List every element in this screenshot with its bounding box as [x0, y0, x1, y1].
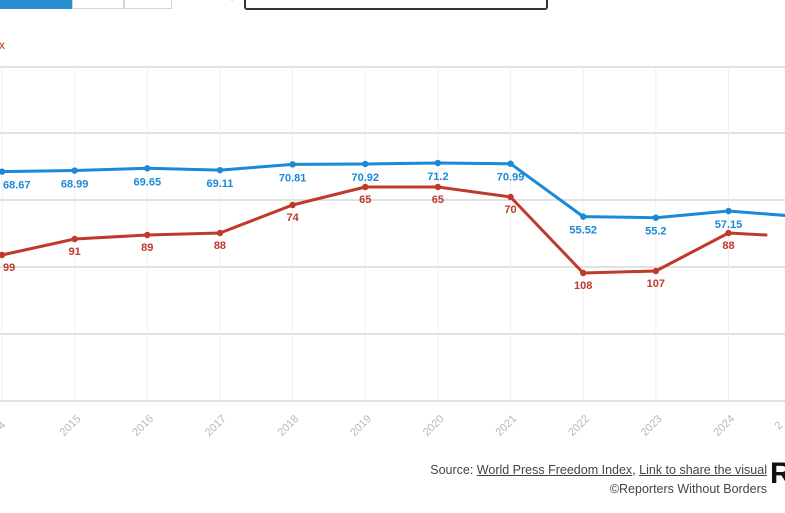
copyright-text: ©Reporters Without Borders	[609, 482, 767, 496]
data-label: 70	[504, 204, 516, 216]
data-label: 108	[574, 280, 592, 292]
x-tick-label: 2018	[276, 413, 302, 439]
data-point	[0, 251, 6, 259]
x-tick-label: 2021	[494, 413, 520, 439]
data-label: 69.11	[206, 178, 233, 190]
series-line-score	[0, 161, 785, 220]
country-search-input[interactable]	[244, 0, 548, 10]
data-label: 70.81	[279, 172, 307, 184]
x-tick-label: 4	[0, 419, 8, 432]
x-tick-label: 2017	[203, 413, 229, 439]
data-point	[652, 267, 660, 275]
data-label: 99	[3, 262, 15, 274]
series-line-rank	[0, 185, 768, 275]
data-point	[434, 159, 442, 167]
data-label: 89	[141, 242, 153, 254]
data-point	[71, 167, 78, 174]
tab-second[interactable]	[72, 0, 124, 9]
data-label: 55.2	[645, 226, 666, 238]
world-press-freedom-index-link[interactable]: World Press Freedom Index	[476, 463, 633, 477]
data-label: 68.67	[3, 180, 31, 192]
data-point	[362, 183, 369, 191]
x-tick-label: 2022	[566, 413, 592, 439]
x-tick-label: 2019	[348, 413, 374, 439]
chart-series: 68.67 68.99 69.65 69.11 70.81 70.92 71.2 70.99 5…	[0, 159, 785, 292]
data-label: 71.2	[427, 171, 448, 183]
data-point	[652, 214, 660, 221]
data-label: 70.99	[497, 172, 525, 184]
source-line: Source: World Press Freedom Index, Link …	[430, 461, 767, 480]
data-point	[71, 235, 78, 243]
data-point	[362, 160, 369, 168]
data-point	[144, 165, 151, 172]
tab-chart[interactable]	[0, 0, 72, 9]
tab-third[interactable]	[124, 0, 172, 9]
x-tick-label: 2016	[130, 413, 156, 439]
data-label: 68.99	[61, 179, 89, 191]
data-label: 55.52	[569, 225, 597, 237]
gridlines	[0, 66, 785, 402]
source-prefix: Source:	[430, 463, 477, 477]
x-tick-label: 2	[772, 419, 785, 432]
x-tick-label: 2015	[58, 413, 84, 439]
x-tick-label: 2024	[711, 413, 737, 439]
data-point	[0, 168, 6, 175]
data-label: 74	[286, 212, 299, 224]
line-chart: 68.67 68.99 69.65 69.11 70.81 70.92 71.2 70.99 5…	[0, 66, 785, 439]
data-point	[434, 183, 442, 191]
data-label: 65	[359, 194, 371, 206]
data-point	[289, 201, 296, 209]
chevron-down-icon[interactable]: ▾	[229, 0, 235, 4]
close-icon[interactable]: x	[0, 38, 5, 52]
data-point	[289, 161, 296, 168]
data-point	[725, 229, 732, 237]
data-point	[507, 160, 514, 167]
rsf-logo: R	[770, 457, 785, 490]
data-point	[580, 213, 587, 220]
x-tick-label: 2020	[421, 413, 447, 439]
x-tick-label: 2023	[639, 413, 665, 439]
data-point	[216, 229, 224, 237]
source-separator: ,	[632, 463, 640, 477]
data-point	[144, 231, 151, 239]
data-label: 69.65	[134, 176, 162, 188]
data-label: 70.92	[351, 172, 379, 184]
share-visual-link[interactable]: Link to share the visual	[639, 463, 767, 477]
chart-footer: Source: World Press Freedom Index, Link …	[430, 461, 767, 499]
data-label: 88	[214, 240, 226, 252]
data-label: 65	[432, 194, 444, 206]
data-label: 57.15	[715, 219, 743, 231]
view-tabs	[0, 0, 172, 9]
data-point	[507, 193, 514, 201]
data-point	[725, 207, 732, 215]
data-label: 91	[69, 246, 81, 258]
data-point	[580, 269, 587, 277]
data-label: 107	[647, 278, 665, 290]
data-point	[216, 166, 224, 174]
x-axis-ticks: 4 2015 2016 2017 2018 2019 2020 2021 2022 2023 202…	[0, 413, 785, 439]
data-label: 88	[722, 240, 734, 252]
